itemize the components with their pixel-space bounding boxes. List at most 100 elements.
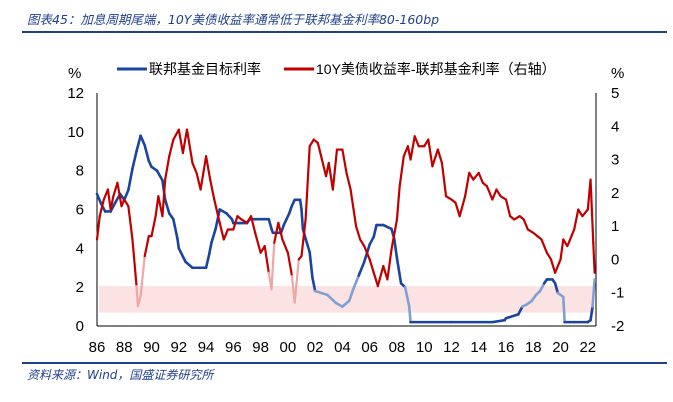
spread-segment [485,185,494,201]
spread-segment [592,241,596,274]
spread-segment [98,198,105,218]
left-tick-label: 6 [76,202,84,219]
spread-segment [359,238,366,248]
spread-segment [468,171,475,181]
fed-funds-segment [155,169,164,182]
spread-segment [477,171,484,184]
spread-segment [472,171,480,181]
spread-segment [464,171,471,198]
right-axis-unit: % [611,65,624,82]
fed-funds-segment [341,299,351,308]
x-tick-label: 16 [498,339,515,356]
spread-segment [589,178,595,244]
fed-funds-segment [382,223,393,231]
spread-segment [491,188,498,201]
fed-funds-segment [553,281,560,295]
spread-segment [177,128,184,155]
left-axis-unit: % [68,65,81,82]
right-tick-label: 4 [611,118,619,135]
spread-segment [495,188,502,198]
left-tick-label: 4 [76,240,84,257]
left-tick-label: 12 [67,85,84,102]
fed-funds-segment [143,144,151,163]
left-tick-label: 10 [67,124,84,141]
x-tick-label: 90 [143,339,160,356]
right-tick-label: 2 [611,185,619,202]
fed-funds-segment [95,192,103,205]
spread-segment [566,235,573,248]
fed-funds-segment [334,301,344,308]
fed-funds-segment [589,305,594,322]
source-note: 资料来源：Wind，国盛证券研究所 [27,368,214,382]
x-tick-label: 86 [89,339,106,356]
x-tick-label: 06 [361,339,378,356]
shaded-band-layer [99,286,594,313]
spread-segment [573,208,580,231]
right-tick-label: 1 [611,218,619,235]
spread-segment [164,155,171,181]
fed-funds-segment [561,295,566,324]
spread-segment [143,235,150,258]
spread-segment [431,148,439,168]
spread-segment [232,215,239,231]
spread-segment [106,188,112,211]
fed-funds-segment [139,134,147,147]
spread-segment [427,138,434,168]
fed-funds-segment [287,204,294,215]
spread-segment [286,251,294,278]
x-tick-label: 08 [389,339,406,356]
spread-segment [458,195,467,218]
spread-segment [349,188,358,228]
spread-segment [213,198,221,224]
spread-segment [549,258,557,274]
spread-segment [504,198,512,218]
fed-funds-segment [352,274,361,291]
spread-segment [195,171,202,191]
fed-funds-segment [395,256,403,285]
spread-segment [354,225,362,241]
spread-segment [273,221,280,244]
fed-funds-segment [207,241,213,258]
spread-segment [293,258,300,304]
fed-funds-segment [326,293,337,305]
spread-segment [398,155,405,188]
right-tick-label: -2 [611,318,624,335]
fed-funds-segment [127,167,134,192]
spread-segment [181,128,189,155]
spread-segment [136,294,142,308]
spread-segment [161,178,167,218]
fed-funds-segment [177,247,187,264]
spread-segment [150,215,157,238]
fed-funds-segment [504,313,520,320]
fed-funds-segment [392,237,399,260]
fed-funds-segment [210,227,217,244]
spread-segment [545,251,553,261]
fed-funds-segment [538,281,546,293]
spread-segment [209,178,216,201]
spread-segment [577,208,584,218]
spread-segment [308,138,315,148]
spread-segment [409,135,416,161]
x-tick-label: 20 [552,339,569,356]
fed-funds-segment [225,212,234,221]
fed-funds-segment [491,318,506,324]
x-tick-label: 04 [334,339,351,356]
spread-segment [440,161,448,198]
fed-funds-segment [172,217,179,240]
fed-funds-segment [407,305,412,324]
spread-segment [390,218,399,251]
spread-segment [172,128,180,141]
spread-segment [131,238,138,288]
fed-funds-segment [357,260,366,277]
fed-funds-segment [176,237,181,250]
x-tick-label: 92 [170,339,187,356]
fed-funds-segment [267,217,273,231]
spread-segment [109,195,115,211]
spread-segment [540,238,549,254]
fed-funds-segment [313,289,329,297]
x-tick-label: 14 [470,339,487,356]
fed-funds-segment [311,276,317,293]
spread-segment [320,158,328,178]
right-tick-label: -1 [611,285,624,302]
